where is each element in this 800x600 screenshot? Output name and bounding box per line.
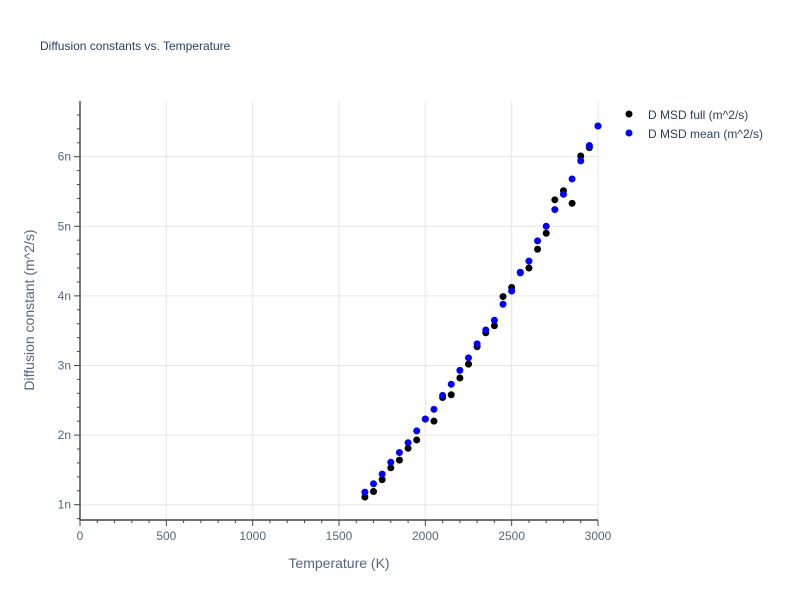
x-tick-label: 1500 [326, 529, 353, 543]
data-point-d-msd-mean [551, 206, 559, 214]
y-axis-title: Diffusion constant (m^2/s) [21, 229, 37, 390]
data-point-d-msd-full [456, 374, 464, 382]
legend: D MSD full (m^2/s) D MSD mean (m^2/s) [625, 108, 763, 141]
data-point-d-msd-mean [387, 458, 395, 466]
data-point-d-msd-mean [430, 405, 438, 413]
x-ticks [79, 520, 599, 526]
data-point-d-msd-mean [577, 157, 585, 165]
data-point-d-msd-mean [447, 380, 455, 388]
x-tick-label: 500 [156, 529, 176, 543]
data-point-d-msd-mean [534, 237, 542, 245]
x-tick-label: 2500 [498, 529, 525, 543]
data-point-d-msd-mean [465, 354, 472, 362]
data-point-d-msd-mean [370, 480, 378, 488]
data-point-d-msd-full [490, 322, 498, 330]
x-tick-label: 3000 [585, 529, 612, 543]
y-ticks [74, 114, 80, 520]
data-point-d-msd-mean [516, 268, 524, 276]
x-tick-labels: 0 500 1000 1500 2000 2500 3000 [77, 529, 612, 543]
data-point-d-msd-mean [482, 326, 490, 334]
legend-label-d-msd-full: D MSD full (m^2/s) [648, 108, 748, 122]
y-grid [80, 156, 598, 506]
data-point-d-msd-mean [542, 222, 550, 230]
y-tick-label: 5n [58, 219, 71, 233]
data-point-d-msd-full [465, 360, 472, 368]
data-point-d-msd-mean [490, 316, 498, 324]
data-point-d-msd-full [447, 391, 455, 399]
data-point-d-msd-mean [559, 190, 567, 198]
data-point-d-msd-full [534, 245, 542, 253]
data-point-d-msd-mean [473, 340, 481, 348]
data-point-d-msd-mean [594, 122, 602, 130]
y-tick-label: 4n [58, 289, 71, 303]
data-point-d-msd-mean [439, 391, 447, 399]
y-tick-label: 1n [58, 498, 71, 512]
data-point-d-msd-mean [568, 175, 576, 183]
data-point-d-msd-mean [395, 448, 403, 456]
data-point-d-msd-full [430, 417, 438, 425]
y-tick-label: 3n [58, 358, 71, 372]
chart-title: Diffusion constants vs. Temperature [40, 39, 231, 53]
data-point-d-msd-full [499, 293, 507, 301]
data-point-d-msd-mean [508, 287, 516, 295]
data-point-d-msd-full [378, 476, 386, 484]
data-point-d-msd-mean [413, 427, 421, 435]
data-point-d-msd-mean [404, 439, 412, 447]
legend-marker-d-msd-full [625, 110, 633, 118]
x-tick-label: 2000 [412, 529, 439, 543]
data-point-d-msd-full [413, 436, 421, 444]
data-point-d-msd-mean [499, 300, 507, 308]
data-point-d-msd-full [370, 487, 378, 495]
series-d-msd-mean [361, 122, 602, 496]
data-point-d-msd-mean [585, 142, 593, 150]
data-point-d-msd-mean [378, 470, 386, 478]
data-point-d-msd-mean [525, 257, 533, 265]
series-d-msd-full [361, 122, 602, 501]
y-tick-label: 6n [58, 150, 71, 164]
axes: 0 500 1000 1500 2000 2500 3000 1n 2n 3n 4n 5n 6n [58, 101, 612, 543]
y-tick-labels: 1n 2n 3n 4n 5n 6n [58, 150, 71, 512]
y-tick-label: 2n [58, 428, 71, 442]
points-layer [361, 122, 602, 501]
data-point-d-msd-full [395, 456, 403, 464]
data-point-d-msd-full [387, 464, 395, 472]
data-point-d-msd-full [361, 493, 369, 501]
data-point-d-msd-mean [421, 415, 429, 423]
x-axis-title: Temperature (K) [288, 555, 389, 571]
data-point-d-msd-full [542, 229, 550, 237]
data-point-d-msd-full [577, 152, 585, 160]
x-tick-label: 1000 [239, 529, 266, 543]
data-point-d-msd-full [568, 199, 576, 207]
data-point-d-msd-full [551, 196, 559, 204]
legend-marker-d-msd-mean [625, 129, 633, 137]
data-point-d-msd-full [404, 444, 412, 452]
x-tick-label: 0 [77, 529, 84, 543]
data-point-d-msd-mean [456, 366, 464, 374]
plot-area [79, 101, 602, 520]
data-point-d-msd-mean [361, 488, 369, 496]
x-grid [79, 101, 599, 520]
data-point-d-msd-full [525, 264, 533, 272]
legend-label-d-msd-mean: D MSD mean (m^2/s) [648, 127, 763, 141]
